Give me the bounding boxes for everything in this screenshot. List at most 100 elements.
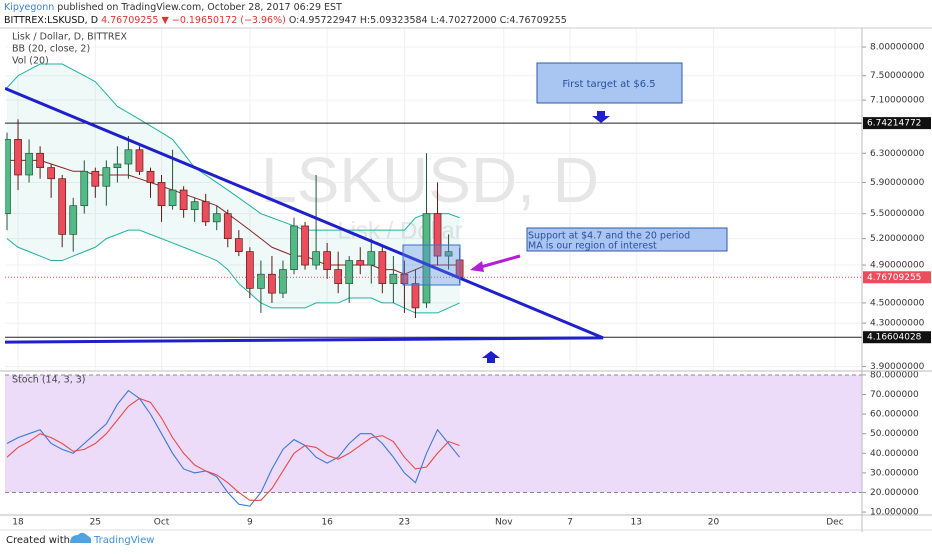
candle-body [257, 273, 265, 289]
candle-body [234, 238, 243, 252]
trendline [5, 86, 604, 340]
candle-body [146, 170, 155, 183]
stoch-line [6, 397, 460, 501]
candle-body [113, 163, 122, 168]
y-tick-label: 80.000000 [870, 370, 919, 380]
candle-body [25, 152, 33, 176]
y-tick-label: 3.90000000 [870, 362, 925, 372]
candle-body [444, 251, 453, 257]
candle-body [389, 273, 398, 284]
y-tick-label: 5.90000000 [870, 178, 925, 188]
trendline [5, 336, 604, 344]
x-tick-label: 25 [90, 518, 101, 528]
close: C:4.76709255 [500, 15, 567, 26]
x-tick-label: 13 [631, 518, 642, 528]
y-tick-label: 7.50000000 [870, 71, 925, 81]
x-tick-label: Dec [826, 518, 843, 528]
watermark-sub: Lisk / Dollar [337, 217, 462, 244]
pointer-arrow [476, 254, 521, 270]
candle-body [135, 149, 144, 172]
candle-body [124, 149, 133, 165]
x-tick-label: 18 [12, 518, 24, 528]
candle-body [356, 260, 365, 266]
y-tick-label: 4.90000000 [870, 261, 925, 271]
candle-body [301, 225, 309, 266]
high: H:5.09323584 [360, 15, 428, 26]
pointer-arrow-head [470, 261, 484, 272]
annotation-box [536, 62, 683, 104]
author: Kipyegonn [4, 2, 54, 13]
stoch-band [5, 374, 862, 493]
indicator-label: Vol (20) [12, 56, 49, 67]
y-tick-label: 60.000000 [870, 410, 919, 420]
footer: Created with TradingView [6, 532, 154, 546]
y-tick-label: 5.50000000 [870, 209, 925, 219]
candle-body [212, 213, 221, 223]
candle-body [80, 170, 89, 207]
x-tick-label: Oct [154, 518, 170, 528]
candle-body [268, 273, 276, 294]
annotation-text: MA is our region of interest [528, 241, 657, 252]
header-line-1: Kipyegonn published on TradingView.com, … [4, 2, 342, 13]
x-tick-label: Nov [495, 518, 513, 528]
symbol: BITTREX:LSKUSD, D [4, 15, 98, 26]
x-tick-label: 23 [399, 518, 410, 528]
y-tick-label: 10.000000 [870, 508, 919, 518]
header-line-2: BITTREX:LSKUSD, D 4.76709255 ▼ −0.196501… [4, 15, 567, 26]
candle-body [246, 251, 254, 289]
x-tick-label: 16 [321, 518, 333, 528]
y-tick-label: 5.20000000 [870, 234, 925, 244]
plot [5, 374, 862, 507]
price-label-bg [863, 271, 931, 284]
candle-body [157, 182, 166, 207]
footer-brand: TradingView [93, 535, 154, 546]
candle-body [433, 213, 442, 257]
candle-body [69, 205, 78, 235]
candle-body [91, 170, 100, 187]
candle-body [5, 139, 11, 215]
candle-body [312, 251, 320, 266]
up-arrow [482, 351, 500, 363]
y-tick-label: 30.000000 [870, 468, 919, 478]
candle-body [47, 167, 55, 180]
highlight-box [402, 244, 461, 286]
annotation-box [526, 227, 728, 252]
candle-body [168, 189, 177, 207]
watermark: LSKUSD, D [261, 144, 599, 216]
candle-body [378, 251, 387, 284]
footer-created: Created with [6, 535, 70, 546]
annotation-text: First target at $6.5 [562, 79, 655, 90]
candle-body [290, 225, 298, 270]
logo [70, 532, 92, 543]
candle-body [422, 213, 431, 304]
y-tick-label: 50.000000 [870, 429, 919, 439]
open: O:4.95722947 [289, 15, 357, 26]
arrow: ▼ [162, 15, 170, 26]
change: −0.19650172 (−3.96%) [172, 15, 286, 26]
annotations: First target at $6.5 Support at $4.7 and… [402, 62, 728, 363]
price-label: 4.76709255 [867, 273, 921, 283]
candle-body [36, 152, 44, 168]
stoch-pane: 80.000000 70.000000 60.000000 50.000000 40.0… [5, 370, 919, 518]
candle-body [223, 213, 232, 239]
candle-body [14, 139, 22, 176]
y-tick-label: 20.000000 [870, 488, 919, 498]
candle-body [201, 201, 210, 223]
x-tick-label: 9 [247, 518, 253, 528]
x-tick-label: 20 [708, 518, 720, 528]
x-tick-label: 7 [567, 518, 573, 528]
candle-body [279, 269, 287, 294]
y-tick-label: 4.50000000 [870, 298, 925, 308]
last: 4.76709255 [101, 15, 158, 26]
y-tick-label: 70.000000 [870, 390, 919, 400]
candle-body [190, 201, 199, 211]
bb-band [6, 64, 460, 313]
y-tick-label: 40.000000 [870, 449, 919, 459]
candle-body [102, 167, 111, 187]
pane-title: Stoch (14, 3, 3) [12, 375, 86, 386]
bb-upper [6, 63, 460, 231]
stoch-line [6, 389, 461, 507]
candle-body [179, 189, 188, 211]
